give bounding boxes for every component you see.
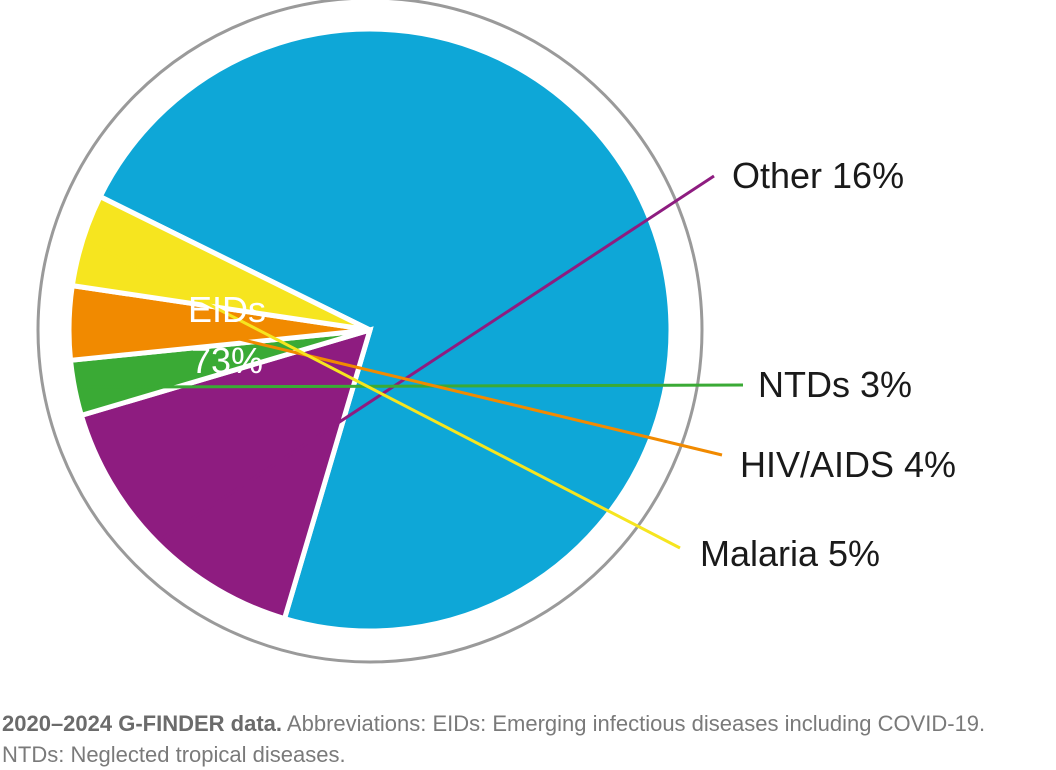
leader-line-ntds [79, 383, 744, 389]
leader-line-hiv-aids [183, 324, 723, 457]
slice-label-eids-name: EIDs [188, 289, 266, 330]
pie-chart: Other 16% NTDs 3% HIV/AIDS 4% Malaria 5% EID… [36, 0, 956, 664]
pie-outer-ring [36, 0, 704, 664]
slice-label-eids-value: 73% [191, 340, 263, 381]
pie-slice-eids [96, 26, 674, 634]
chart-caption: 2020–2024 G-FINDER data. Abbreviations: … [2, 708, 1042, 770]
leader-line-malaria [86, 240, 681, 550]
slice-label-other: Other 16% [732, 155, 904, 196]
caption-source: 2020–2024 G-FINDER data. [2, 711, 283, 736]
pie-slice-other [78, 326, 374, 622]
caption-abbreviations: Abbreviations: EIDs: Emerging infectious… [2, 711, 986, 767]
slice-label-hiv-aids: HIV/AIDS 4% [740, 444, 956, 485]
slice-label-malaria: Malaria 5% [700, 533, 880, 574]
leader-line-other [159, 174, 715, 541]
slice-label-ntds: NTDs 3% [758, 364, 912, 405]
pie-slice-malaria [69, 193, 372, 333]
